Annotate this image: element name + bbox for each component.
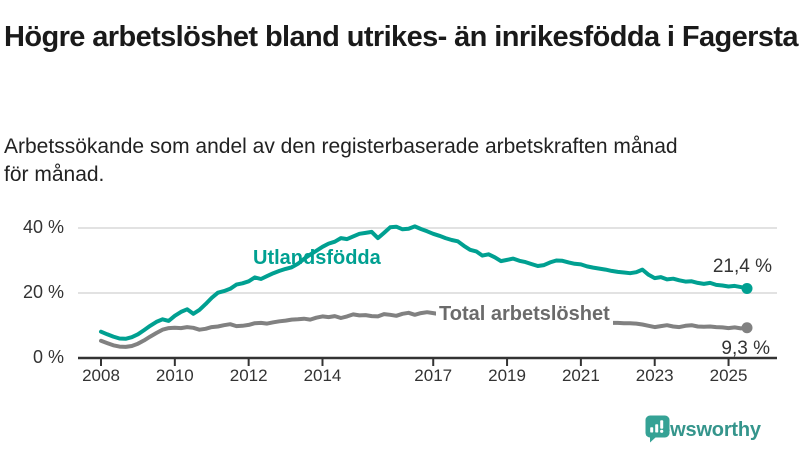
end-dot-1 (741, 322, 753, 334)
chart-title: Högre arbetslöshet bland utrikes- än inr… (4, 21, 799, 54)
end-value-utlandsfodda: 21,4 % (712, 256, 772, 277)
y-tick-label: 20 % (22, 282, 64, 302)
series-line-0 (99, 224, 749, 341)
x-tick-label: 2019 (488, 366, 526, 385)
x-tick-label: 2025 (709, 366, 748, 385)
newsworthy-badge-icon (645, 415, 670, 443)
series-line-1 (99, 310, 749, 349)
x-tick-label: 2023 (635, 366, 674, 385)
x-tick-label: 2012 (229, 366, 268, 385)
chart-subtitle-line1: Arbetssökande som andel av den registerb… (4, 135, 678, 158)
newsworthy-logo: Newsworthy (645, 415, 761, 445)
chart-subtitle-line2: för månad. (4, 162, 105, 186)
x-tick-label: 2008 (82, 366, 120, 385)
x-tick-label: 2010 (155, 366, 194, 385)
chart-subtitle: Arbetssökande som andel av den registerb… (4, 133, 798, 189)
x-tick-label: 2014 (303, 366, 342, 385)
series-end-dots (741, 282, 753, 334)
series-lines (99, 224, 749, 349)
series-label-utlandsfodda: Utlandsfödda (253, 247, 381, 269)
gridlines (78, 227, 777, 294)
x-tick-label: 2021 (561, 366, 600, 385)
end-dot-0 (741, 282, 753, 294)
series-label-total-arbetsloshet: Total arbetslöshet (436, 303, 613, 326)
x-axis (78, 356, 777, 366)
y-tick-label: 0 % (32, 347, 64, 367)
y-tick-label: 40 % (22, 217, 64, 237)
x-tick-label: 2017 (414, 366, 453, 385)
newsworthy-wordmark: Newsworthy (645, 418, 761, 441)
end-value-total: 9,3 % (721, 338, 770, 359)
